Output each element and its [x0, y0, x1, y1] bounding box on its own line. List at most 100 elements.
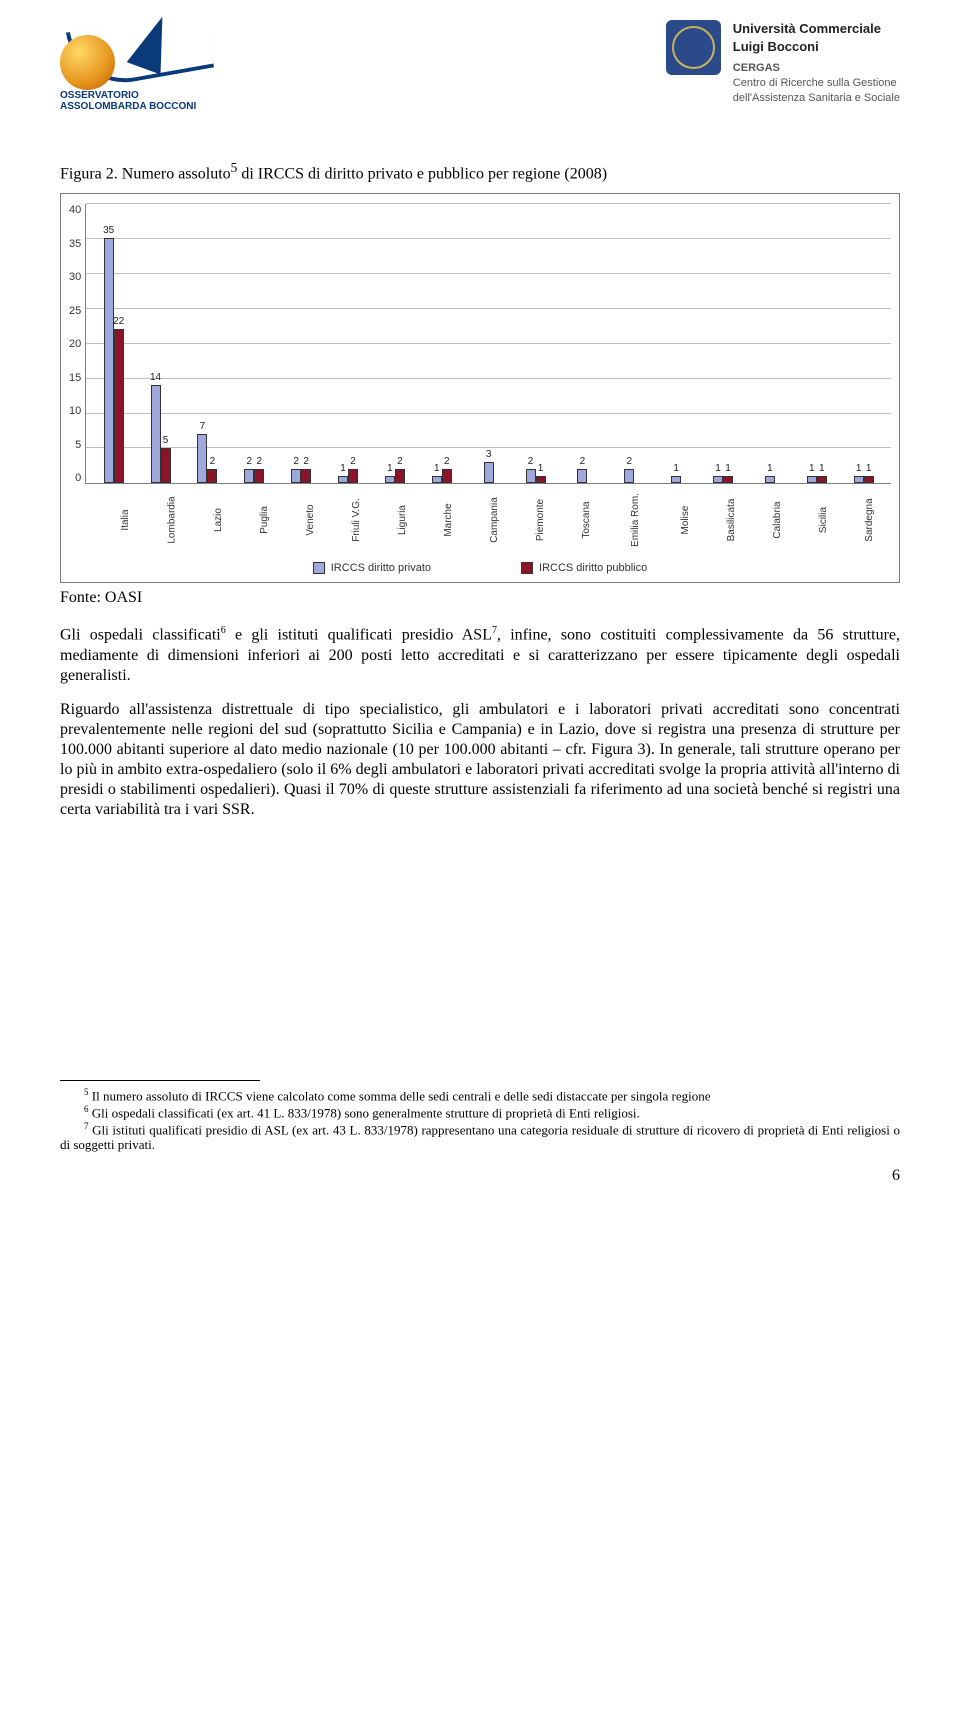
- legend-item-pubblico: IRCCS diritto pubblico: [521, 562, 647, 574]
- bar-pubblico: 2: [254, 469, 264, 483]
- chart-x-axis: ItaliaLombardiaLazioPugliaVenetoFriuli V…: [93, 484, 891, 554]
- bar-privato: 1: [713, 476, 723, 483]
- right-logo-block: Università Commerciale Luigi Bocconi CER…: [666, 20, 900, 106]
- y-tick: 35: [69, 238, 81, 250]
- header: OSSERVATORIO ASSOLOMBARDA BOCCONI Univer…: [60, 20, 900, 120]
- bar-privato: 1: [338, 476, 348, 483]
- bar-pubblico: 1: [536, 476, 546, 483]
- bar-value-label: 1: [538, 463, 544, 474]
- bar-value-label: 2: [210, 456, 216, 467]
- bar-privato: 1: [854, 476, 864, 483]
- bar-group: 1: [747, 476, 794, 483]
- bar-privato: 1: [385, 476, 395, 483]
- left-logo: OSSERVATORIO ASSOLOMBARDA BOCCONI: [60, 20, 260, 120]
- body-paragraph-1: Gli ospedali classificati6 e gli istitut…: [60, 625, 900, 685]
- bar-value-label: 1: [819, 463, 825, 474]
- bar-privato: 2: [526, 469, 536, 483]
- bar-group: 1: [653, 476, 700, 483]
- bar-value-label: 14: [150, 372, 161, 383]
- bar-value-label: 3: [486, 449, 492, 460]
- bar-pubblico: 1: [817, 476, 827, 483]
- bar-value-label: 2: [627, 456, 633, 467]
- chart-legend: IRCCS diritto privato IRCCS diritto pubb…: [69, 562, 891, 574]
- bar-pubblico: 5: [161, 448, 171, 483]
- bar-group: 12: [418, 469, 465, 483]
- page-number: 6: [60, 1167, 900, 1185]
- legend-label-privato: IRCCS diritto privato: [331, 562, 431, 574]
- bar-value-label: 22: [113, 316, 124, 327]
- bar-privato: 1: [765, 476, 775, 483]
- bar-privato: 2: [244, 469, 254, 483]
- bar-value-label: 1: [725, 463, 731, 474]
- bar-privato: 2: [577, 469, 587, 483]
- chart-y-axis: 0510152025303540: [69, 204, 85, 484]
- bar-value-label: 1: [434, 463, 440, 474]
- bar-value-label: 2: [303, 456, 309, 467]
- y-tick: 25: [69, 305, 81, 317]
- uni-line2: Luigi Bocconi: [733, 38, 900, 56]
- chart-plot-area: 35221457222221212123212211111111: [85, 204, 891, 484]
- bar-value-label: 2: [247, 456, 253, 467]
- bar-value-label: 5: [163, 435, 169, 446]
- bar-value-label: 2: [257, 456, 263, 467]
- bar-value-label: 1: [866, 463, 872, 474]
- bar-pubblico: 2: [348, 469, 358, 483]
- bar-privato: 2: [624, 469, 634, 483]
- bar-group: 11: [700, 476, 747, 483]
- bar-value-label: 2: [580, 456, 586, 467]
- bar-group: 12: [325, 469, 372, 483]
- bar-privato: 3: [484, 462, 494, 483]
- bar-value-label: 2: [528, 456, 534, 467]
- bar-value-label: 1: [387, 463, 393, 474]
- bar-value-label: 1: [809, 463, 815, 474]
- bar-privato: 1: [807, 476, 817, 483]
- bar-privato: 35: [104, 238, 114, 483]
- bar-pubblico: 2: [442, 469, 452, 483]
- bar-group: 2: [559, 469, 606, 483]
- bar-group: 72: [184, 434, 231, 483]
- bar-group: 22: [278, 469, 325, 483]
- bar-group: 11: [840, 476, 887, 483]
- y-tick: 40: [69, 204, 81, 216]
- cergas-sub1: Centro di Ricerche sulla Gestione: [733, 76, 900, 91]
- left-logo-line2: ASSOLOMBARDA BOCCONI: [60, 101, 196, 112]
- bar-pubblico: 2: [301, 469, 311, 483]
- left-logo-line1: OSSERVATORIO: [60, 90, 139, 101]
- bar-value-label: 7: [200, 421, 206, 432]
- bar-value-label: 2: [350, 456, 356, 467]
- legend-swatch-pubblico: [521, 562, 533, 574]
- bar-pubblico: 1: [864, 476, 874, 483]
- x-tick-label: Sardegna: [864, 497, 934, 543]
- bar-pubblico: 2: [207, 469, 217, 483]
- bar-group: 22: [231, 469, 278, 483]
- bar-value-label: 1: [673, 463, 679, 474]
- footnotes: 5 Il numero assoluto di IRCCS viene calc…: [60, 1087, 900, 1153]
- bar-value-label: 2: [293, 456, 299, 467]
- cergas-label: CERGAS: [733, 61, 900, 76]
- bar-value-label: 2: [397, 456, 403, 467]
- bar-group: 12: [372, 469, 419, 483]
- bar-group: 2: [606, 469, 653, 483]
- bar-group: 3522: [90, 238, 137, 483]
- y-tick: 15: [69, 372, 81, 384]
- legend-label-pubblico: IRCCS diritto pubblico: [539, 562, 647, 574]
- y-tick: 10: [69, 405, 81, 417]
- cergas-sub2: dell'Assistenza Sanitaria e Sociale: [733, 91, 900, 106]
- bar-value-label: 1: [767, 463, 773, 474]
- figure-source: Fonte: OASI: [60, 589, 900, 607]
- bar-privato: 1: [432, 476, 442, 483]
- bar-pubblico: 1: [723, 476, 733, 483]
- y-tick: 5: [69, 439, 81, 451]
- bar-privato: 1: [671, 476, 681, 483]
- bar-value-label: 1: [715, 463, 721, 474]
- bar-privato: 2: [291, 469, 301, 483]
- bocconi-seal-icon: [666, 20, 721, 75]
- bar-group: 11: [793, 476, 840, 483]
- bar-pubblico: 2: [395, 469, 405, 483]
- bar-value-label: 1: [856, 463, 862, 474]
- bar-group: 3: [465, 462, 512, 483]
- body-paragraph-2: Riguardo all'assistenza distrettuale di …: [60, 700, 900, 820]
- footnote-rule: [60, 1080, 260, 1081]
- legend-item-privato: IRCCS diritto privato: [313, 562, 431, 574]
- bar-group: 21: [512, 469, 559, 483]
